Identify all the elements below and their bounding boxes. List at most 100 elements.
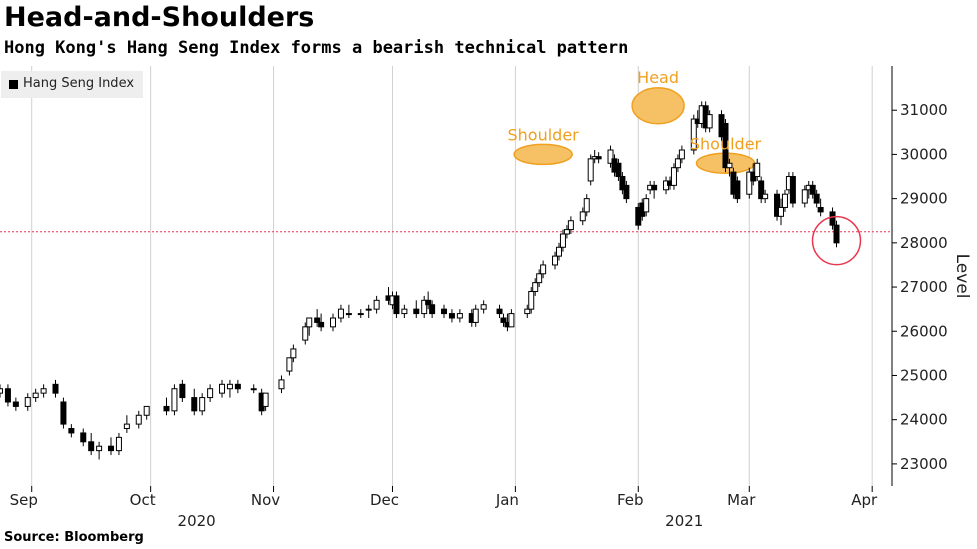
candle (143, 405, 150, 420)
candle-body (441, 308, 448, 315)
x-tick-label: Jan (495, 491, 519, 509)
candle-body (754, 162, 761, 178)
candle-body (746, 171, 753, 195)
candle-body (777, 206, 784, 217)
candle (234, 379, 241, 394)
candle-body (306, 317, 313, 328)
candle (286, 357, 293, 376)
candle-body (4, 388, 11, 403)
candle (833, 220, 840, 248)
candle-body (615, 162, 622, 178)
candle-body (607, 149, 614, 164)
candle-body (52, 383, 59, 394)
candle (456, 309, 463, 323)
candle-body (809, 184, 816, 195)
candle-body (583, 198, 590, 213)
candle (809, 180, 816, 199)
candle (706, 110, 713, 133)
candle (774, 189, 781, 221)
candle-body (88, 441, 95, 452)
candle-body (318, 321, 325, 328)
candle (278, 375, 285, 394)
candle (674, 154, 681, 173)
candle (108, 437, 115, 456)
candle (60, 397, 67, 429)
candle-body (508, 313, 515, 328)
candle (678, 145, 685, 164)
candle-body (80, 432, 87, 443)
candle-body (135, 414, 142, 425)
candles (0, 101, 840, 460)
candle (643, 194, 650, 217)
candle (472, 304, 479, 327)
candle (191, 388, 198, 416)
candle (567, 216, 574, 234)
pattern-ellipse (513, 143, 573, 166)
candle (4, 384, 11, 407)
candle-body (734, 180, 741, 200)
candle-body (302, 326, 309, 341)
candle-body (690, 118, 697, 151)
candle (226, 379, 233, 398)
candle-body (234, 383, 241, 390)
candle (559, 229, 566, 252)
candle-body (500, 317, 507, 323)
candle (421, 295, 428, 318)
candle (500, 313, 507, 327)
candle-body (579, 211, 586, 222)
candle (123, 415, 130, 433)
candle-body (226, 383, 233, 390)
y-tick-label: 24000 (900, 411, 948, 429)
candle (40, 384, 47, 398)
candle-body (552, 255, 559, 266)
candle (163, 397, 170, 416)
y-axis: 23000 24000 25000 26000 27000 28000 29000 30000… (891, 66, 972, 486)
pattern-annotations: Shoulder Head Shoulder (508, 68, 862, 266)
candle (789, 172, 796, 208)
candle-body (532, 282, 539, 292)
pattern-annotation-label: Head (637, 68, 679, 87)
y-axis-label: Level (952, 254, 972, 299)
candle-body (595, 156, 602, 160)
candle (555, 242, 562, 261)
candle-body (60, 401, 67, 425)
candle-body (801, 189, 808, 204)
candle (829, 207, 836, 230)
candle-body (345, 313, 352, 316)
x-gridlines (31, 66, 873, 486)
candle (448, 309, 455, 323)
candle (532, 278, 539, 296)
candle-body (524, 308, 531, 315)
candle (290, 344, 297, 363)
candle (24, 393, 31, 411)
candle-body (651, 184, 658, 191)
candle-body (726, 162, 733, 169)
source-note: Source: Bloomberg (4, 530, 144, 545)
candle (262, 392, 269, 411)
candle-body (706, 114, 713, 129)
candle-body (540, 264, 547, 275)
candle-body (774, 193, 781, 217)
x-tick-label: Oct (130, 491, 156, 509)
candle-body (12, 401, 19, 407)
candle (552, 251, 559, 270)
candle (536, 269, 543, 288)
candle (746, 167, 753, 199)
y-tick-label: 26000 (900, 322, 948, 340)
candle-body (401, 308, 408, 315)
legend: Hang Seng Index (1, 71, 143, 98)
y-tick-label: 30000 (900, 145, 948, 163)
candle-body (413, 308, 420, 315)
candle-body (536, 273, 543, 284)
candle (563, 225, 570, 239)
candle-body (421, 299, 428, 315)
candle (524, 304, 531, 318)
candle (781, 189, 788, 212)
candle (52, 379, 59, 398)
candle (250, 384, 257, 394)
pattern-ellipse (631, 87, 685, 125)
candle-body (448, 313, 455, 319)
candle-body (833, 224, 840, 244)
candle-body (250, 388, 257, 391)
